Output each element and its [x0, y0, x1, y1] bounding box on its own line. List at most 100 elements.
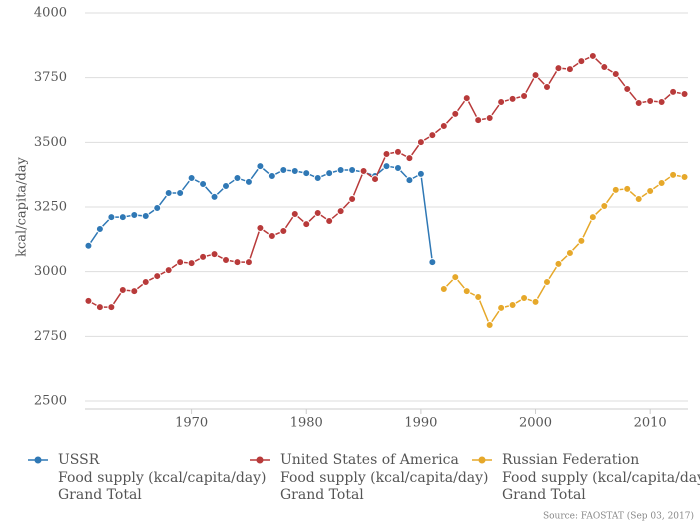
- point: [210, 192, 219, 201]
- point: [325, 216, 334, 225]
- point: [164, 266, 173, 275]
- point: [107, 213, 116, 222]
- point: [256, 162, 265, 171]
- point: [141, 212, 150, 221]
- point: [520, 294, 529, 303]
- point: [554, 259, 563, 268]
- point: [451, 273, 460, 282]
- point: [187, 259, 196, 268]
- point: [623, 184, 632, 193]
- point: [382, 162, 391, 171]
- point: [95, 224, 104, 233]
- point: [588, 51, 597, 60]
- point: [336, 166, 345, 175]
- point: [485, 320, 494, 329]
- point: [531, 297, 540, 306]
- point: [130, 211, 139, 220]
- point: [474, 116, 483, 125]
- point: [199, 179, 208, 188]
- point: [634, 99, 643, 108]
- point: [233, 258, 242, 267]
- point: [141, 278, 150, 287]
- point: [382, 149, 391, 158]
- point: [153, 272, 162, 281]
- point: [176, 189, 185, 198]
- point: [279, 227, 288, 236]
- point: [313, 174, 322, 183]
- legend-marker: [478, 456, 486, 464]
- y-tick-label: 3750: [34, 70, 67, 85]
- point: [348, 194, 357, 203]
- point: [669, 170, 678, 179]
- y-tick-label: 3000: [34, 264, 67, 279]
- point: [187, 174, 196, 183]
- legend-label: Russian Federation: [502, 452, 639, 468]
- point: [428, 258, 437, 267]
- point: [577, 57, 586, 66]
- point: [405, 176, 414, 185]
- x-tick-label: 1970: [175, 416, 208, 431]
- y-axis-label: kcal/capita/day: [15, 156, 30, 256]
- point: [302, 169, 311, 178]
- point: [244, 258, 253, 267]
- point: [554, 64, 563, 73]
- legend-element: Food supply (kcal/capita/day): [280, 470, 489, 486]
- point: [210, 250, 219, 259]
- y-tick-label: 2500: [34, 394, 67, 409]
- point: [393, 163, 402, 172]
- point: [542, 278, 551, 287]
- point: [680, 172, 689, 181]
- point: [164, 189, 173, 198]
- point: [279, 166, 288, 175]
- x-tick-label: 2000: [519, 416, 552, 431]
- point: [497, 97, 506, 106]
- point: [130, 287, 139, 296]
- point: [118, 213, 127, 222]
- point: [646, 186, 655, 195]
- point: [95, 303, 104, 312]
- point: [531, 71, 540, 80]
- point: [153, 204, 162, 213]
- series-line: [87, 165, 434, 263]
- point: [325, 169, 334, 178]
- point: [520, 92, 529, 101]
- point: [634, 194, 643, 203]
- point: [646, 96, 655, 105]
- point: [451, 109, 460, 118]
- point: [244, 177, 253, 186]
- y-tick-label: 3250: [34, 200, 67, 215]
- legend-item: Grand Total: [58, 487, 142, 503]
- point: [359, 167, 368, 176]
- point: [508, 94, 517, 103]
- point: [657, 97, 666, 106]
- point: [267, 171, 276, 180]
- legend-item: Grand Total: [280, 487, 364, 503]
- y-tick-label: 3500: [34, 135, 67, 150]
- point: [462, 287, 471, 296]
- legend-marker: [256, 456, 264, 464]
- point: [462, 94, 471, 103]
- source: Source: FAOSTAT (Sep 03, 2017): [543, 511, 694, 522]
- point: [256, 223, 265, 232]
- point: [416, 169, 425, 178]
- point: [611, 185, 620, 194]
- point: [371, 175, 380, 184]
- point: [84, 296, 93, 305]
- legend-label: USSR: [58, 452, 100, 468]
- point: [669, 87, 678, 96]
- point: [222, 182, 231, 191]
- point: [267, 231, 276, 240]
- point: [313, 208, 322, 217]
- legend-marker: [34, 456, 42, 464]
- x-tick-label: 1980: [290, 416, 323, 431]
- y-tick-label: 2750: [34, 329, 67, 344]
- point: [176, 258, 185, 267]
- point: [611, 70, 620, 79]
- point: [302, 220, 311, 229]
- legend-element: Food supply (kcal/capita/day): [58, 470, 267, 486]
- point: [577, 236, 586, 245]
- point: [588, 213, 597, 222]
- series-line: [443, 174, 685, 327]
- legend-item: Grand Total: [502, 487, 586, 503]
